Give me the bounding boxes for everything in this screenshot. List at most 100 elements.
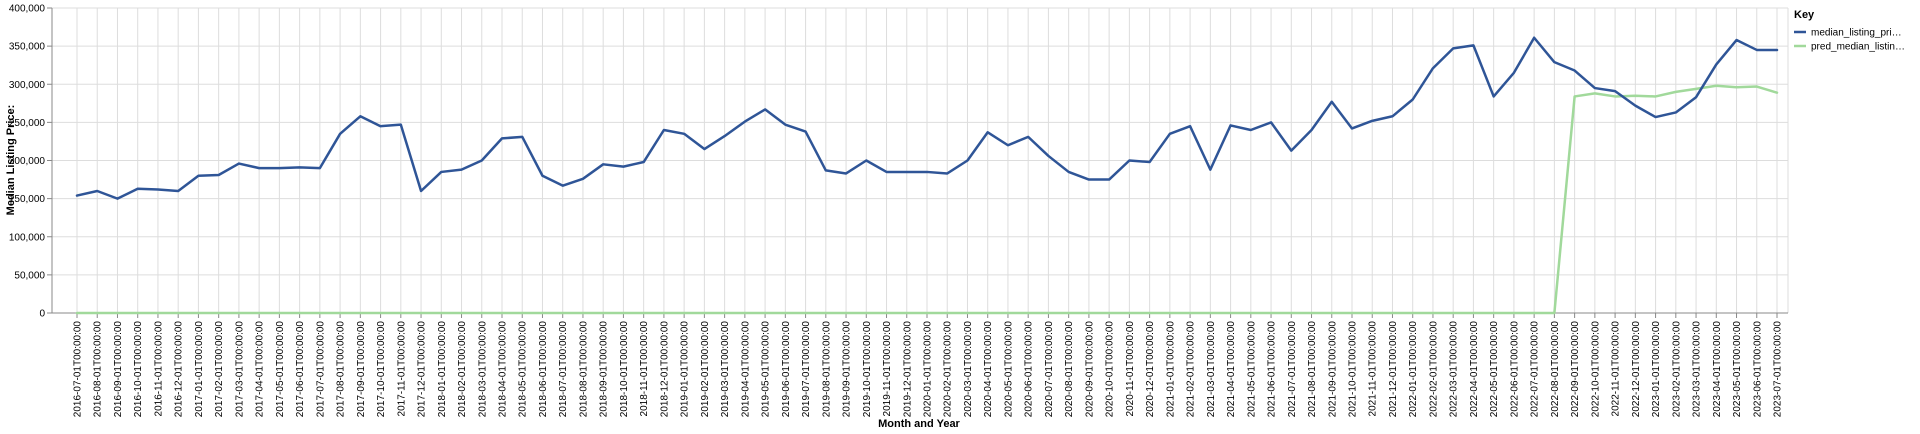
x-tick-label: 2016-11-01T00:00:00 (153, 321, 164, 417)
series-line-median-listing-pri (75, 36, 1779, 200)
legend-label: median_listing_pri… (1811, 28, 1902, 39)
x-tick-label: 2020-11-01T00:00:00 (1125, 321, 1136, 417)
x-tick-label: 2018-12-01T00:00:00 (659, 321, 670, 418)
x-tick-label: 2021-04-01T00:00:00 (1226, 321, 1237, 418)
x-tick-label: 2018-09-01T00:00:00 (599, 321, 610, 418)
y-tick-label: 0 (39, 309, 45, 320)
x-tick-label: 2017-06-01T00:00:00 (295, 321, 306, 418)
legend-items: median_listing_pri… pred_median_listin… (1794, 28, 1905, 53)
y-tick-label: 350,000 (9, 42, 46, 53)
x-tick-label: 2018-07-01T00:00:00 (558, 321, 569, 418)
x-tick-label: 2019-07-01T00:00:00 (801, 321, 812, 418)
x-tick-label: 2023-03-01T00:00:00 (1692, 321, 1703, 418)
x-tick-label: 2019-05-01T00:00:00 (761, 321, 772, 418)
x-tick-label: 2023-01-01T00:00:00 (1651, 321, 1662, 418)
x-tick-label: 2022-10-01T00:00:00 (1590, 321, 1601, 418)
x-tick-label: 2021-01-01T00:00:00 (1165, 321, 1176, 418)
x-tick-label: 2018-04-01T00:00:00 (498, 321, 509, 418)
x-tick-label: 2019-10-01T00:00:00 (862, 321, 873, 418)
y-tick-label: 300,000 (9, 80, 46, 91)
x-tick-label: 2022-04-01T00:00:00 (1469, 321, 1480, 418)
x-tick-label: 2016-07-01T00:00:00 (73, 321, 84, 418)
y-tick-label: 50,000 (14, 270, 45, 281)
x-tick-label: 2016-10-01T00:00:00 (133, 321, 144, 418)
x-tick-label: 2020-08-01T00:00:00 (1064, 321, 1075, 418)
x-tick-label: 2023-04-01T00:00:00 (1712, 321, 1723, 418)
x-tick-label: 2019-04-01T00:00:00 (740, 321, 751, 418)
x-tick-label: 2020-06-01T00:00:00 (1024, 321, 1035, 418)
x-tick-label: 2021-10-01T00:00:00 (1348, 321, 1359, 418)
y-tick-label: 400,000 (9, 4, 46, 15)
x-tick-label: 2021-05-01T00:00:00 (1246, 321, 1257, 418)
x-tick-label: 2020-07-01T00:00:00 (1044, 321, 1055, 418)
y-tick-label: 200,000 (9, 156, 46, 167)
x-tick-label: 2020-02-01T00:00:00 (943, 321, 954, 418)
x-tick-label: 2022-07-01T00:00:00 (1530, 321, 1541, 418)
x-tick-label: 2018-02-01T00:00:00 (457, 321, 468, 418)
x-tick-label: 2018-06-01T00:00:00 (538, 321, 549, 418)
x-tick-label: 2022-12-01T00:00:00 (1631, 321, 1642, 418)
x-tick-label: 2017-03-01T00:00:00 (234, 321, 245, 418)
x-tick-label: 2023-02-01T00:00:00 (1671, 321, 1682, 418)
x-tick-label: 2016-08-01T00:00:00 (93, 321, 104, 418)
x-tick-label: 2023-05-01T00:00:00 (1732, 321, 1743, 418)
x-tick-label: 2020-09-01T00:00:00 (1084, 321, 1095, 418)
legend-title: Key (1794, 9, 1815, 21)
series-line-pred-median-listin (75, 84, 1779, 315)
x-tick-label: 2016-12-01T00:00:00 (174, 321, 185, 418)
x-tick-label: 2018-11-01T00:00:00 (639, 321, 650, 417)
x-tick-label: 2017-04-01T00:00:00 (255, 321, 266, 418)
y-axis-title: Median Listing Price: (5, 105, 17, 216)
x-tick-label: 2021-02-01T00:00:00 (1186, 321, 1197, 418)
x-tick-label: 2021-09-01T00:00:00 (1327, 321, 1338, 418)
series-lines (75, 36, 1779, 315)
x-tick-label: 2017-07-01T00:00:00 (315, 321, 326, 418)
legend-label: pred_median_listin… (1811, 42, 1905, 53)
x-tick-label: 2019-12-01T00:00:00 (902, 321, 913, 418)
x-tick-label: 2017-11-01T00:00:00 (396, 321, 407, 417)
y-tick-label: 250,000 (9, 118, 46, 129)
x-tick-label: 2020-03-01T00:00:00 (963, 321, 974, 418)
x-tick-label: 2020-05-01T00:00:00 (1003, 321, 1014, 418)
x-tick-label: 2017-02-01T00:00:00 (214, 321, 225, 418)
x-tick-label: 2017-10-01T00:00:00 (376, 321, 387, 418)
x-tick-label: 2020-04-01T00:00:00 (983, 321, 994, 418)
x-tick-label: 2022-06-01T00:00:00 (1509, 321, 1520, 418)
x-tick-label: 2021-11-01T00:00:00 (1368, 321, 1379, 417)
x-tick-label: 2023-07-01T00:00:00 (1773, 321, 1784, 418)
x-tick-label: 2019-11-01T00:00:00 (882, 321, 893, 417)
x-tick-label: 2018-05-01T00:00:00 (518, 321, 529, 418)
x-tick-label: 2021-07-01T00:00:00 (1287, 321, 1298, 418)
x-tick-label: 2019-06-01T00:00:00 (781, 321, 792, 418)
x-tick-label: 2018-08-01T00:00:00 (578, 321, 589, 418)
x-tick-label: 2018-01-01T00:00:00 (437, 321, 448, 418)
legend: Key median_listing_pri… pred_median_listi… (1794, 9, 1905, 53)
x-tick-label: 2019-03-01T00:00:00 (720, 321, 731, 418)
x-tick-label: 2022-03-01T00:00:00 (1449, 321, 1460, 418)
x-tick-label: 2017-08-01T00:00:00 (336, 321, 347, 418)
x-tick-label: 2023-06-01T00:00:00 (1752, 321, 1763, 418)
gridlines (52, 7, 1789, 314)
x-tick-label: 2021-03-01T00:00:00 (1206, 321, 1217, 418)
x-tick-label: 2020-01-01T00:00:00 (923, 321, 934, 418)
x-tick-label: 2019-02-01T00:00:00 (700, 321, 711, 418)
x-tick-label: 2016-09-01T00:00:00 (113, 321, 124, 418)
x-tick-label: 2017-01-01T00:00:00 (194, 321, 205, 418)
x-tick-label: 2017-05-01T00:00:00 (275, 321, 286, 418)
x-tick-label: 2022-08-01T00:00:00 (1550, 321, 1561, 418)
x-tick-label: 2022-01-01T00:00:00 (1408, 321, 1419, 418)
x-tick-label: 2019-09-01T00:00:00 (842, 321, 853, 418)
y-tick-label: 150,000 (9, 194, 46, 205)
x-tick-label: 2019-08-01T00:00:00 (821, 321, 832, 418)
x-tick-label: 2019-01-01T00:00:00 (680, 321, 691, 418)
x-tick-label: 2020-10-01T00:00:00 (1105, 321, 1116, 418)
x-axis-title: Month and Year (878, 418, 960, 430)
x-tick-label: 2017-09-01T00:00:00 (356, 321, 367, 418)
x-tick-label: 2022-02-01T00:00:00 (1428, 321, 1439, 418)
axes: 0 50,000 100,000 150,000 200,000 250,000 300,0… (9, 4, 1788, 418)
x-tick-label: 2021-06-01T00:00:00 (1267, 321, 1278, 418)
x-tick-label: 2022-11-01T00:00:00 (1611, 321, 1622, 417)
x-tick-label: 2021-08-01T00:00:00 (1307, 321, 1318, 418)
